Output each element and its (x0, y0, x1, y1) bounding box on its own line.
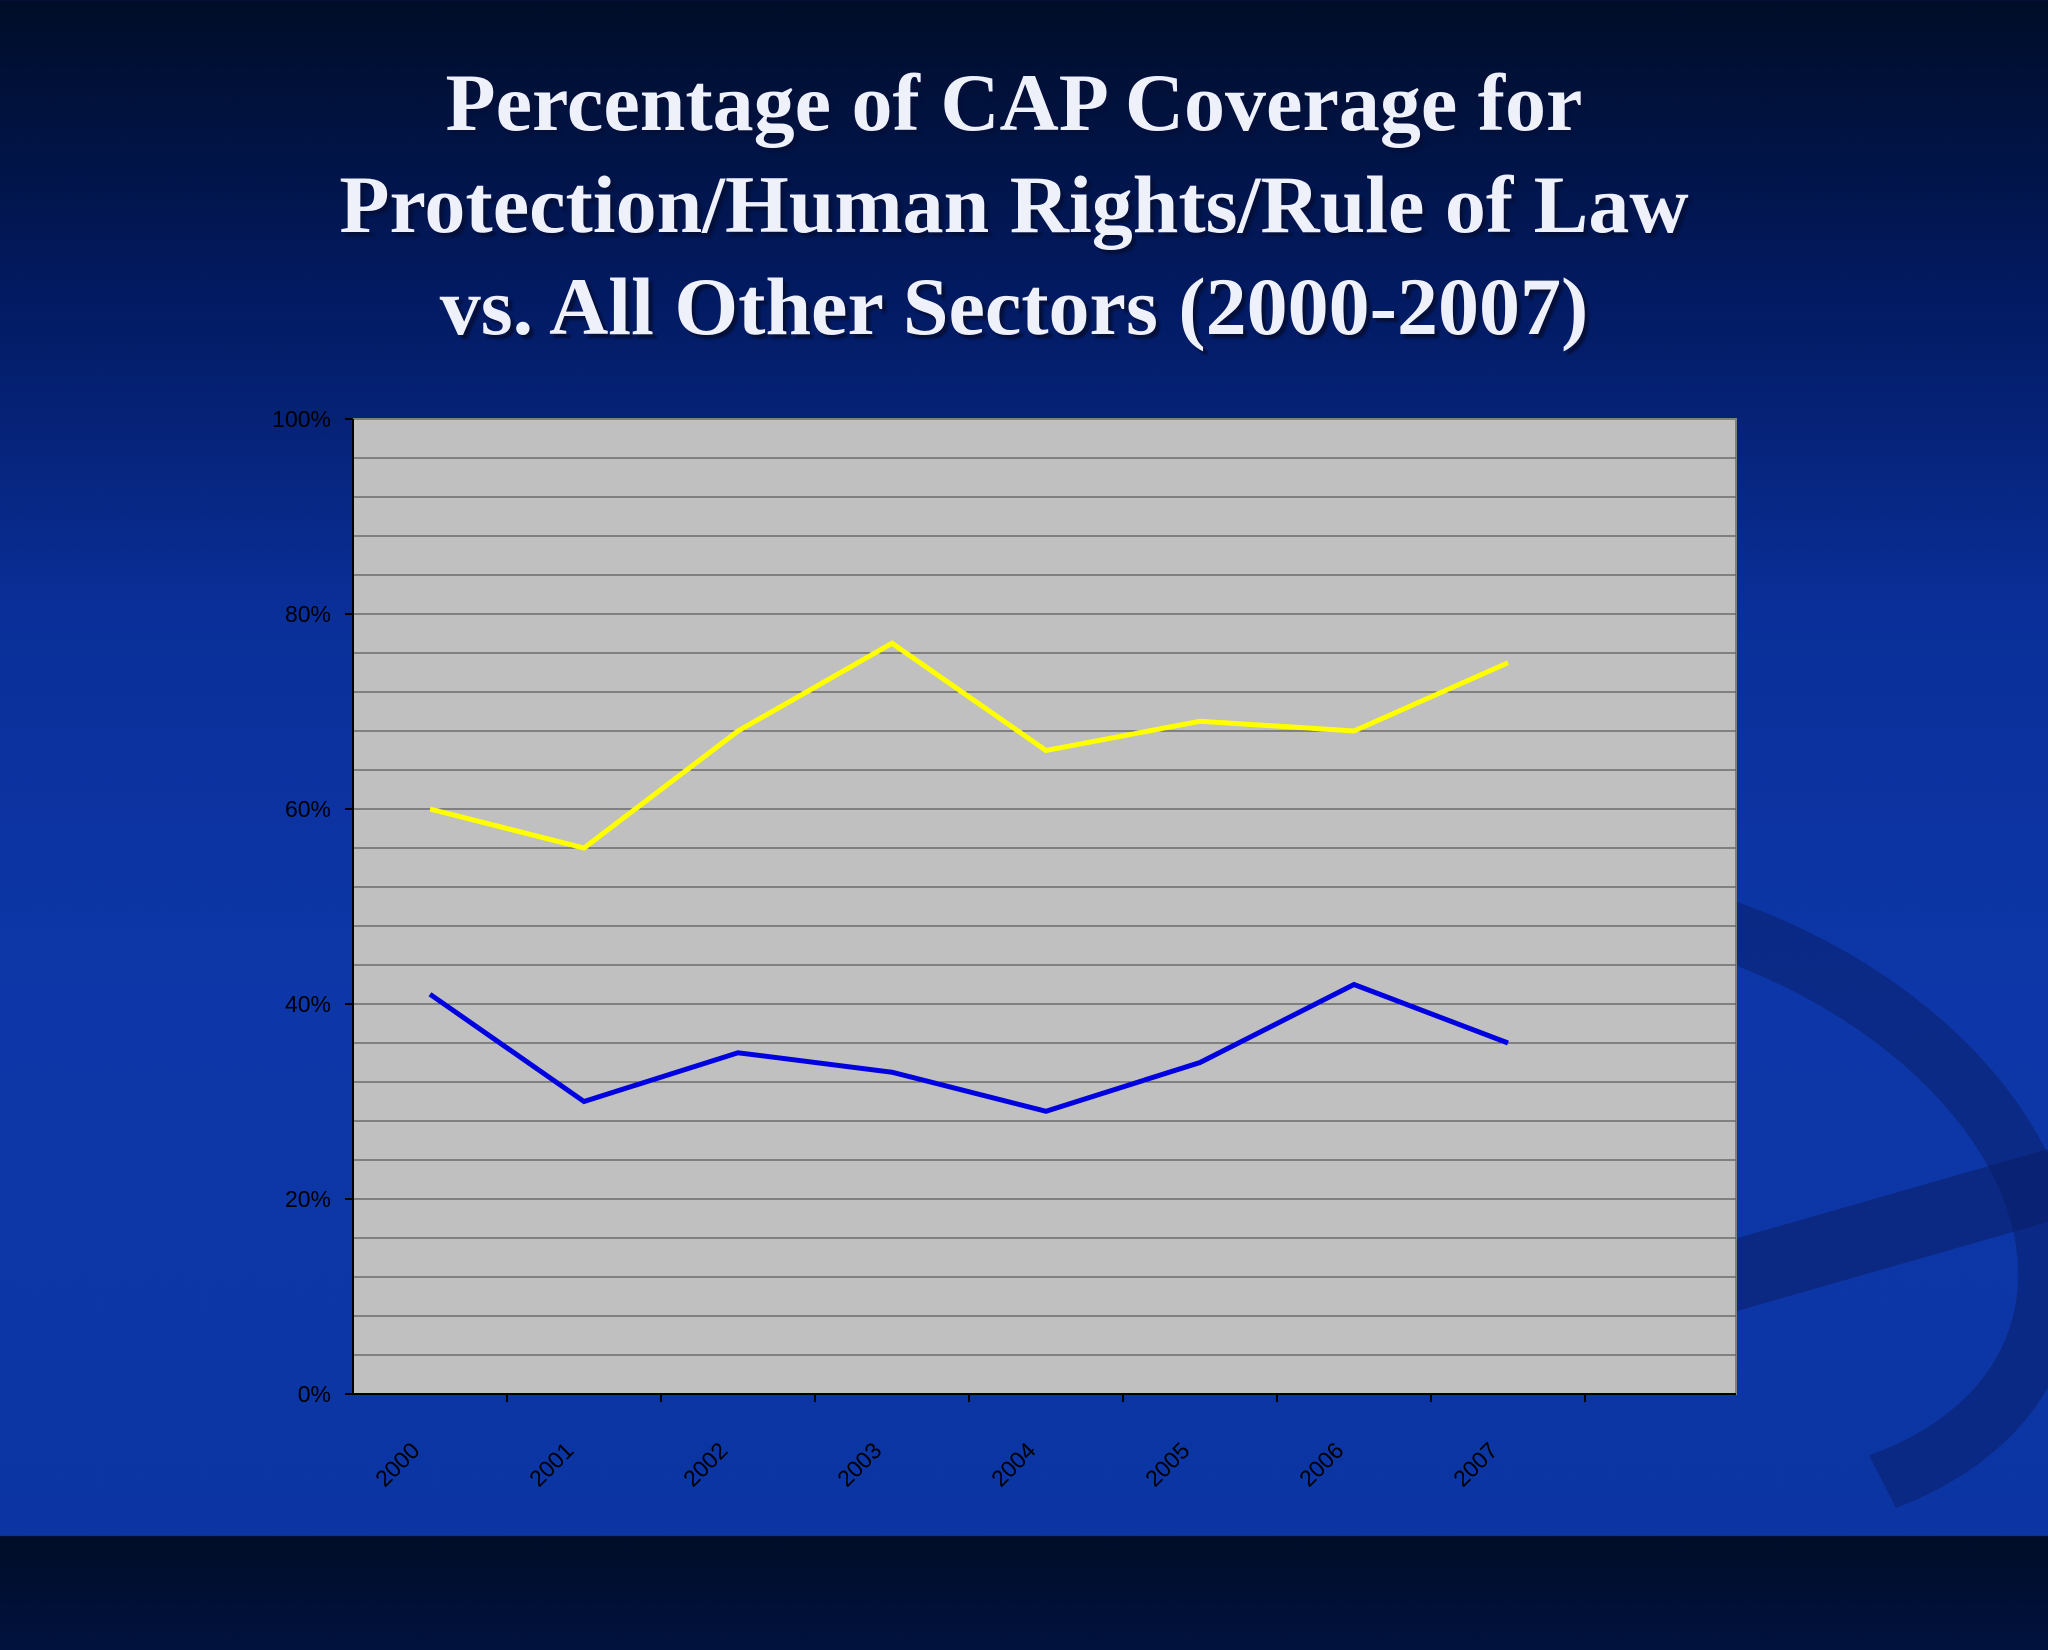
title-line-3: vs. All Other Sectors (2000-2007) (439, 261, 1589, 352)
y-tick-label: 100% (272, 406, 331, 432)
x-tick-label: 2007 (1448, 1437, 1503, 1492)
y-tick-label: 80% (285, 601, 331, 627)
series-line-1 (429, 640, 1510, 851)
gridlines (353, 457, 1736, 1356)
y-tick-label: 0% (298, 1381, 331, 1407)
x-tick-label: 2005 (1140, 1437, 1195, 1492)
slide-title: Percentage of CAP Coverage for Protectio… (124, 52, 1904, 358)
x-tick-label: 2002 (678, 1437, 733, 1492)
y-axis-ticks: 0% 20% 40% 60% 80% 100% (272, 406, 353, 1407)
series-line-2 (428, 981, 1509, 1114)
axes (352, 419, 1736, 1395)
x-tick-label: 2000 (370, 1437, 425, 1492)
title-line-2: Protection/Human Rights/Rule of Law (339, 159, 1689, 250)
y-tick-label: 60% (285, 796, 331, 822)
plot-area (352, 418, 1737, 1395)
title-line-1: Percentage of CAP Coverage for (445, 57, 1583, 148)
x-tick-label: 2006 (1294, 1437, 1349, 1492)
y-tick-label: 40% (285, 991, 331, 1017)
series-lines (428, 640, 1510, 1114)
x-tick-label: 2003 (832, 1437, 887, 1492)
x-tick-label: 2004 (986, 1437, 1041, 1492)
x-tick-label: 2001 (524, 1437, 579, 1492)
x-axis-ticks: 2000 2001 2002 2003 2004 2005 2006 2007 (370, 1394, 1586, 1492)
y-tick-label: 20% (285, 1186, 331, 1212)
line-chart: 0%20%40%60%80%100% 2000 2001 2002 2003 2004 2… (272, 406, 1737, 1492)
